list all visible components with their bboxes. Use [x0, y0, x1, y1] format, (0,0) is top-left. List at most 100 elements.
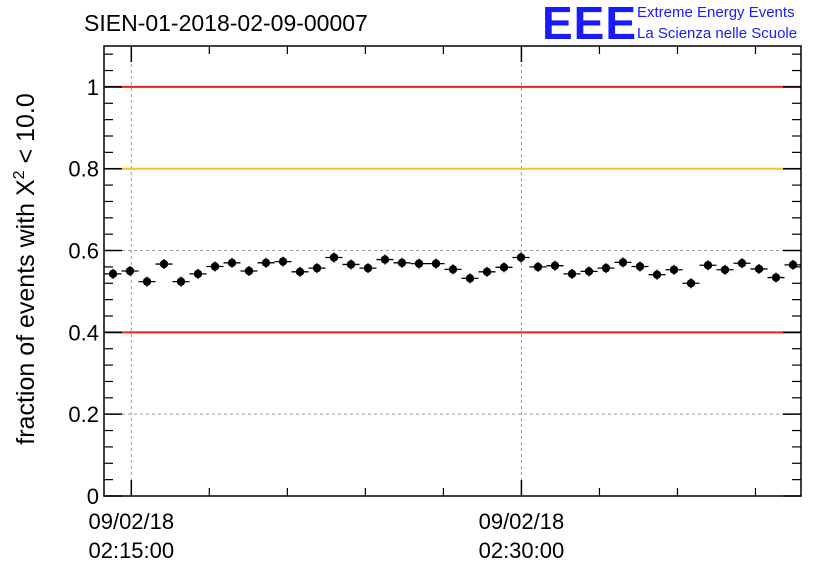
y-tick-label: 0: [87, 484, 99, 509]
data-marker: [363, 263, 373, 273]
data-point: [563, 268, 581, 279]
data-point: [240, 266, 258, 276]
x-axis: 09/02/1802:15:0009/02/1802:30:0009/02/18…: [88, 46, 757, 563]
data-marker: [125, 266, 135, 276]
data-point: [189, 268, 207, 279]
data-point: [495, 262, 513, 273]
data-marker: [652, 270, 662, 279]
data-marker: [312, 263, 322, 273]
data-point: [223, 257, 241, 268]
y-tick-label: 0.2: [68, 402, 99, 427]
data-marker: [499, 263, 509, 272]
data-marker: [159, 259, 169, 269]
data-point: [410, 258, 428, 269]
data-point: [206, 261, 224, 272]
data-point: [376, 254, 394, 265]
logo-text-line1: Extreme Energy Events: [637, 4, 795, 21]
data-point: [682, 278, 700, 289]
data-marker: [550, 261, 560, 270]
data-point: [104, 268, 122, 279]
data-point: [784, 259, 802, 270]
data-marker: [244, 266, 254, 276]
data-point: [325, 252, 343, 263]
data-marker: [703, 261, 713, 270]
data-point: [359, 263, 377, 274]
data-point: [138, 276, 156, 287]
data-marker: [108, 269, 118, 279]
data-marker: [346, 260, 356, 269]
data-marker: [380, 255, 390, 264]
data-point: [155, 259, 173, 270]
data-marker: [737, 259, 747, 268]
y-axis: 0 0.2 0.4 0.6 0.8 1: [68, 53, 801, 509]
data-marker: [720, 265, 730, 274]
data-point: [733, 258, 751, 269]
data-marker: [210, 262, 220, 271]
data-point: [512, 252, 530, 263]
data-point: [121, 266, 139, 276]
data-point: [444, 264, 462, 275]
data-point: [291, 266, 309, 277]
data-marker: [193, 269, 203, 279]
data-marker: [397, 258, 407, 268]
y-tick-label: 0.6: [68, 239, 99, 264]
data-marker: [261, 258, 271, 268]
data-marker: [669, 265, 679, 274]
eee-logo-mark: EEE: [542, 0, 638, 49]
data-point: [529, 261, 547, 272]
data-marker: [465, 274, 475, 283]
data-point: [342, 259, 360, 270]
data-marker: [295, 267, 305, 277]
data-marker: [584, 267, 594, 276]
data-point: [172, 276, 190, 287]
data-marker: [227, 258, 237, 268]
y-tick-label: 1: [87, 75, 99, 100]
data-point: [546, 260, 564, 271]
data-marker: [329, 253, 339, 262]
data-point: [274, 256, 292, 267]
data-point: [716, 264, 734, 275]
x-tick-label-date: 09/02/18: [88, 509, 174, 534]
data-marker: [142, 277, 152, 286]
data-point: [750, 263, 768, 274]
reference-lines: [104, 85, 801, 334]
data-points: [104, 252, 802, 289]
data-marker: [414, 259, 424, 268]
data-marker: [448, 265, 458, 274]
y-axis-title-prefix: fraction of events with: [12, 196, 40, 445]
data-marker: [635, 262, 645, 271]
x-tick-label-date: 09/02/18: [479, 509, 565, 534]
data-point: [767, 272, 785, 283]
data-point: [631, 261, 649, 272]
data-point: [308, 263, 326, 274]
logo-text-line2: La Scienza nelle Scuole: [637, 25, 798, 42]
y-axis-title-suffix: < 10.0: [12, 93, 40, 170]
data-marker: [278, 257, 288, 266]
data-marker: [754, 264, 764, 274]
data-point: [580, 266, 598, 277]
data-point: [597, 263, 615, 274]
data-point: [257, 257, 275, 268]
data-marker: [567, 269, 577, 279]
data-marker: [482, 267, 492, 277]
data-marker: [431, 259, 441, 268]
data-point: [665, 264, 683, 275]
y-axis-title: fraction of events with X2 < 10.0: [11, 93, 40, 444]
eee-logo: EEE Extreme Energy Events La Scienza nel…: [542, 0, 832, 49]
data-marker: [601, 263, 611, 273]
data-marker: [686, 279, 696, 288]
y-axis-title-symbol: X: [12, 179, 40, 196]
data-marker: [533, 262, 543, 272]
chart-title: SIEN-01-2018-02-09-00007: [84, 10, 368, 36]
data-marker: [176, 277, 186, 286]
data-point: [478, 266, 496, 277]
y-tick-label: 0.8: [68, 157, 99, 182]
data-marker: [788, 260, 798, 270]
plot-frame: [103, 45, 802, 497]
y-axis-title-superscript: 2: [11, 170, 28, 179]
data-point: [461, 273, 479, 284]
data-marker: [516, 253, 526, 262]
data-marker: [771, 273, 781, 282]
data-point: [614, 257, 632, 268]
